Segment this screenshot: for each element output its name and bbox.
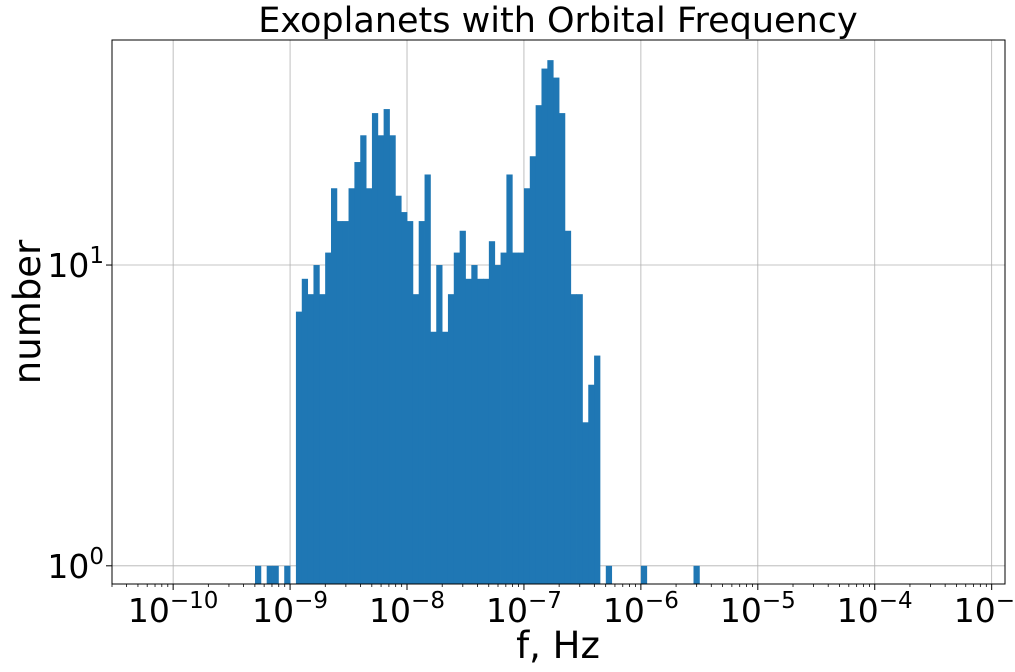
histogram-bar (371, 113, 379, 584)
x-tick-label: 10−9 (252, 588, 328, 630)
histogram-bar (395, 195, 402, 584)
histogram-bar (325, 252, 332, 584)
histogram-bar (366, 188, 373, 584)
histogram-bar (453, 252, 461, 584)
histogram-bar (693, 565, 700, 584)
histogram-bar (272, 565, 279, 584)
histogram-bar (471, 265, 478, 584)
histogram-bar (640, 565, 648, 584)
histogram-bar (529, 156, 537, 585)
histogram-bar (553, 77, 560, 584)
histogram-bar (535, 105, 542, 585)
histogram-bar (313, 265, 320, 584)
x-tick-label: 10−6 (603, 588, 679, 630)
histogram-bar (383, 109, 390, 584)
histogram-bar (488, 241, 496, 584)
histogram-bar (430, 331, 437, 584)
y-axis-ticks: 100 101 (47, 243, 112, 586)
histogram-bars (255, 60, 700, 585)
histogram-bar (331, 188, 338, 584)
histogram-bar (301, 278, 309, 584)
chart-title: Exoplanets with Orbital Frequency (258, 1, 857, 41)
histogram-bar (407, 221, 414, 584)
x-tick-label: 10−10 (128, 588, 219, 630)
histogram-bar (377, 135, 385, 585)
histogram-bar (360, 135, 367, 585)
histogram-bar (570, 294, 577, 584)
histogram-bar (424, 174, 431, 585)
x-tick-label: 10−3 (954, 588, 1015, 630)
histogram-bar (354, 162, 361, 585)
x-tick-label: 10−4 (837, 588, 913, 630)
histogram-bar (336, 221, 344, 584)
x-tick-label: 10−8 (369, 588, 445, 630)
histogram-bar (459, 230, 466, 584)
y-tick-label: 100 (47, 544, 104, 586)
histogram-bar (401, 212, 408, 584)
histogram-bar (576, 294, 583, 584)
y-axis-label: number (6, 239, 49, 384)
histogram-bar (594, 355, 601, 584)
histogram-bar (483, 278, 490, 584)
histogram-bar (582, 422, 589, 584)
histogram-bar (518, 252, 525, 584)
histogram-bar (436, 265, 443, 584)
histogram-bar (412, 294, 420, 584)
histogram-bar (512, 252, 519, 584)
histogram-bar (307, 294, 314, 584)
histogram-bar (605, 565, 613, 584)
histogram-bar (389, 135, 396, 585)
histogram-bar (547, 60, 554, 584)
histogram-bar (477, 278, 484, 584)
y-tick-label: 101 (47, 243, 104, 285)
x-axis-label: f, Hz (516, 624, 600, 667)
histogram-bar (342, 221, 349, 584)
histogram-bar (442, 331, 449, 584)
histogram-bar (541, 68, 548, 584)
histogram-bar (295, 311, 303, 584)
histogram-bar (447, 294, 455, 584)
histogram-bar (506, 174, 513, 585)
histogram-bar (559, 113, 566, 584)
histogram-bar (500, 252, 507, 584)
histogram-bar (319, 294, 326, 584)
histogram-bar (255, 565, 262, 584)
histogram-bar (494, 265, 501, 584)
histogram-bar (564, 230, 572, 584)
x-axis-ticks: 10−10 10−9 10−8 10−7 10−6 10−5 10−4 10−3 (128, 584, 1015, 630)
x-tick-label: 10−5 (720, 588, 796, 630)
plot-frame (111, 39, 1006, 585)
histogram-bar (418, 221, 425, 584)
histogram-bar (266, 565, 273, 584)
histogram-bar (348, 188, 355, 584)
histogram-bar (284, 565, 291, 584)
histogram-bar (588, 384, 595, 584)
histogram-bar (523, 188, 531, 584)
histogram-bar (465, 278, 472, 584)
x-tick-label: 10−7 (486, 588, 562, 630)
